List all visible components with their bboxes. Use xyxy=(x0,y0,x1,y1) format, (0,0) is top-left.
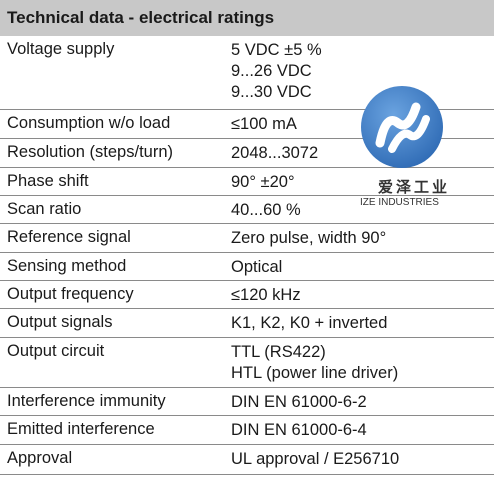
row-label: Consumption w/o load xyxy=(7,114,171,132)
row-label: Scan ratio xyxy=(7,200,82,218)
row-label: Voltage supply xyxy=(7,40,115,58)
row-label: Sensing method xyxy=(7,257,127,275)
row-value: UL approval / E256710 xyxy=(231,450,400,468)
row-label: Emitted interference xyxy=(7,420,155,438)
table-row-resolution: Resolution (steps/turn) 2048...3072 xyxy=(0,139,494,168)
row-label: Output frequency xyxy=(7,285,134,303)
table-row-approval: Approval UL approval / E256710 xyxy=(0,445,494,475)
row-value-line: 5 VDC ±5 % xyxy=(231,41,322,59)
table-header: Technical data - electrical ratings xyxy=(0,0,494,36)
row-value: DIN EN 61000-6-2 xyxy=(231,393,367,411)
table-row-reference-signal: Reference signal Zero pulse, width 90° xyxy=(0,224,494,253)
row-label: Phase shift xyxy=(7,172,89,190)
row-label: Output circuit xyxy=(7,342,105,360)
row-value: 90° ±20° xyxy=(231,173,295,191)
row-value: ≤100 mA xyxy=(231,115,297,133)
table-row-phase-shift: Phase shift 90° ±20° xyxy=(0,168,494,196)
row-value: Zero pulse, width 90° xyxy=(231,229,387,247)
table-row-output-circuit: Output circuit TTL (RS422) HTL (power li… xyxy=(0,338,494,388)
table-row-voltage-supply: Voltage supply 5 VDC ±5 % 9...26 VDC 9..… xyxy=(0,36,494,110)
logo-chinese-text: 爱泽工业 xyxy=(378,178,451,196)
table-row-interference-immunity: Interference immunity DIN EN 61000-6-2 xyxy=(0,388,494,416)
table-row-output-frequency: Output frequency ≤120 kHz xyxy=(0,281,494,309)
table-row-emitted-interference: Emitted interference DIN EN 61000-6-4 xyxy=(0,416,494,445)
table-row-consumption: Consumption w/o load ≤100 mA xyxy=(0,110,494,139)
row-value: ≤120 kHz xyxy=(231,286,301,304)
row-value: 40...60 % xyxy=(231,201,301,219)
logo-english-text: IZE INDUSTRIES xyxy=(360,197,439,208)
row-value: K1, K2, K0 + inverted xyxy=(231,314,388,332)
row-value: 2048...3072 xyxy=(231,144,319,162)
ize-logo-icon xyxy=(361,86,443,168)
table-row-output-signals: Output signals K1, K2, K0 + inverted xyxy=(0,309,494,338)
row-label: Approval xyxy=(7,449,73,467)
row-value: 5 VDC ±5 % 9...26 VDC 9...30 VDC xyxy=(231,40,322,103)
row-value: Optical xyxy=(231,258,283,276)
table-row-scan-ratio: Scan ratio 40...60 % xyxy=(0,196,494,224)
table-row-sensing-method: Sensing method Optical xyxy=(0,253,494,281)
row-value: DIN EN 61000-6-4 xyxy=(231,421,367,439)
row-label: Reference signal xyxy=(7,228,131,246)
row-value-line: TTL (RS422) xyxy=(231,343,326,361)
row-label: Resolution (steps/turn) xyxy=(7,143,173,161)
row-value-line: 9...30 VDC xyxy=(231,83,312,101)
row-label: Output signals xyxy=(7,313,113,331)
row-value-line: HTL (power line driver) xyxy=(231,364,399,382)
row-label: Interference immunity xyxy=(7,392,166,410)
row-value-line: 9...26 VDC xyxy=(231,62,312,80)
row-value: TTL (RS422) HTL (power line driver) xyxy=(231,342,398,384)
table-title: Technical data - electrical ratings xyxy=(7,8,275,27)
